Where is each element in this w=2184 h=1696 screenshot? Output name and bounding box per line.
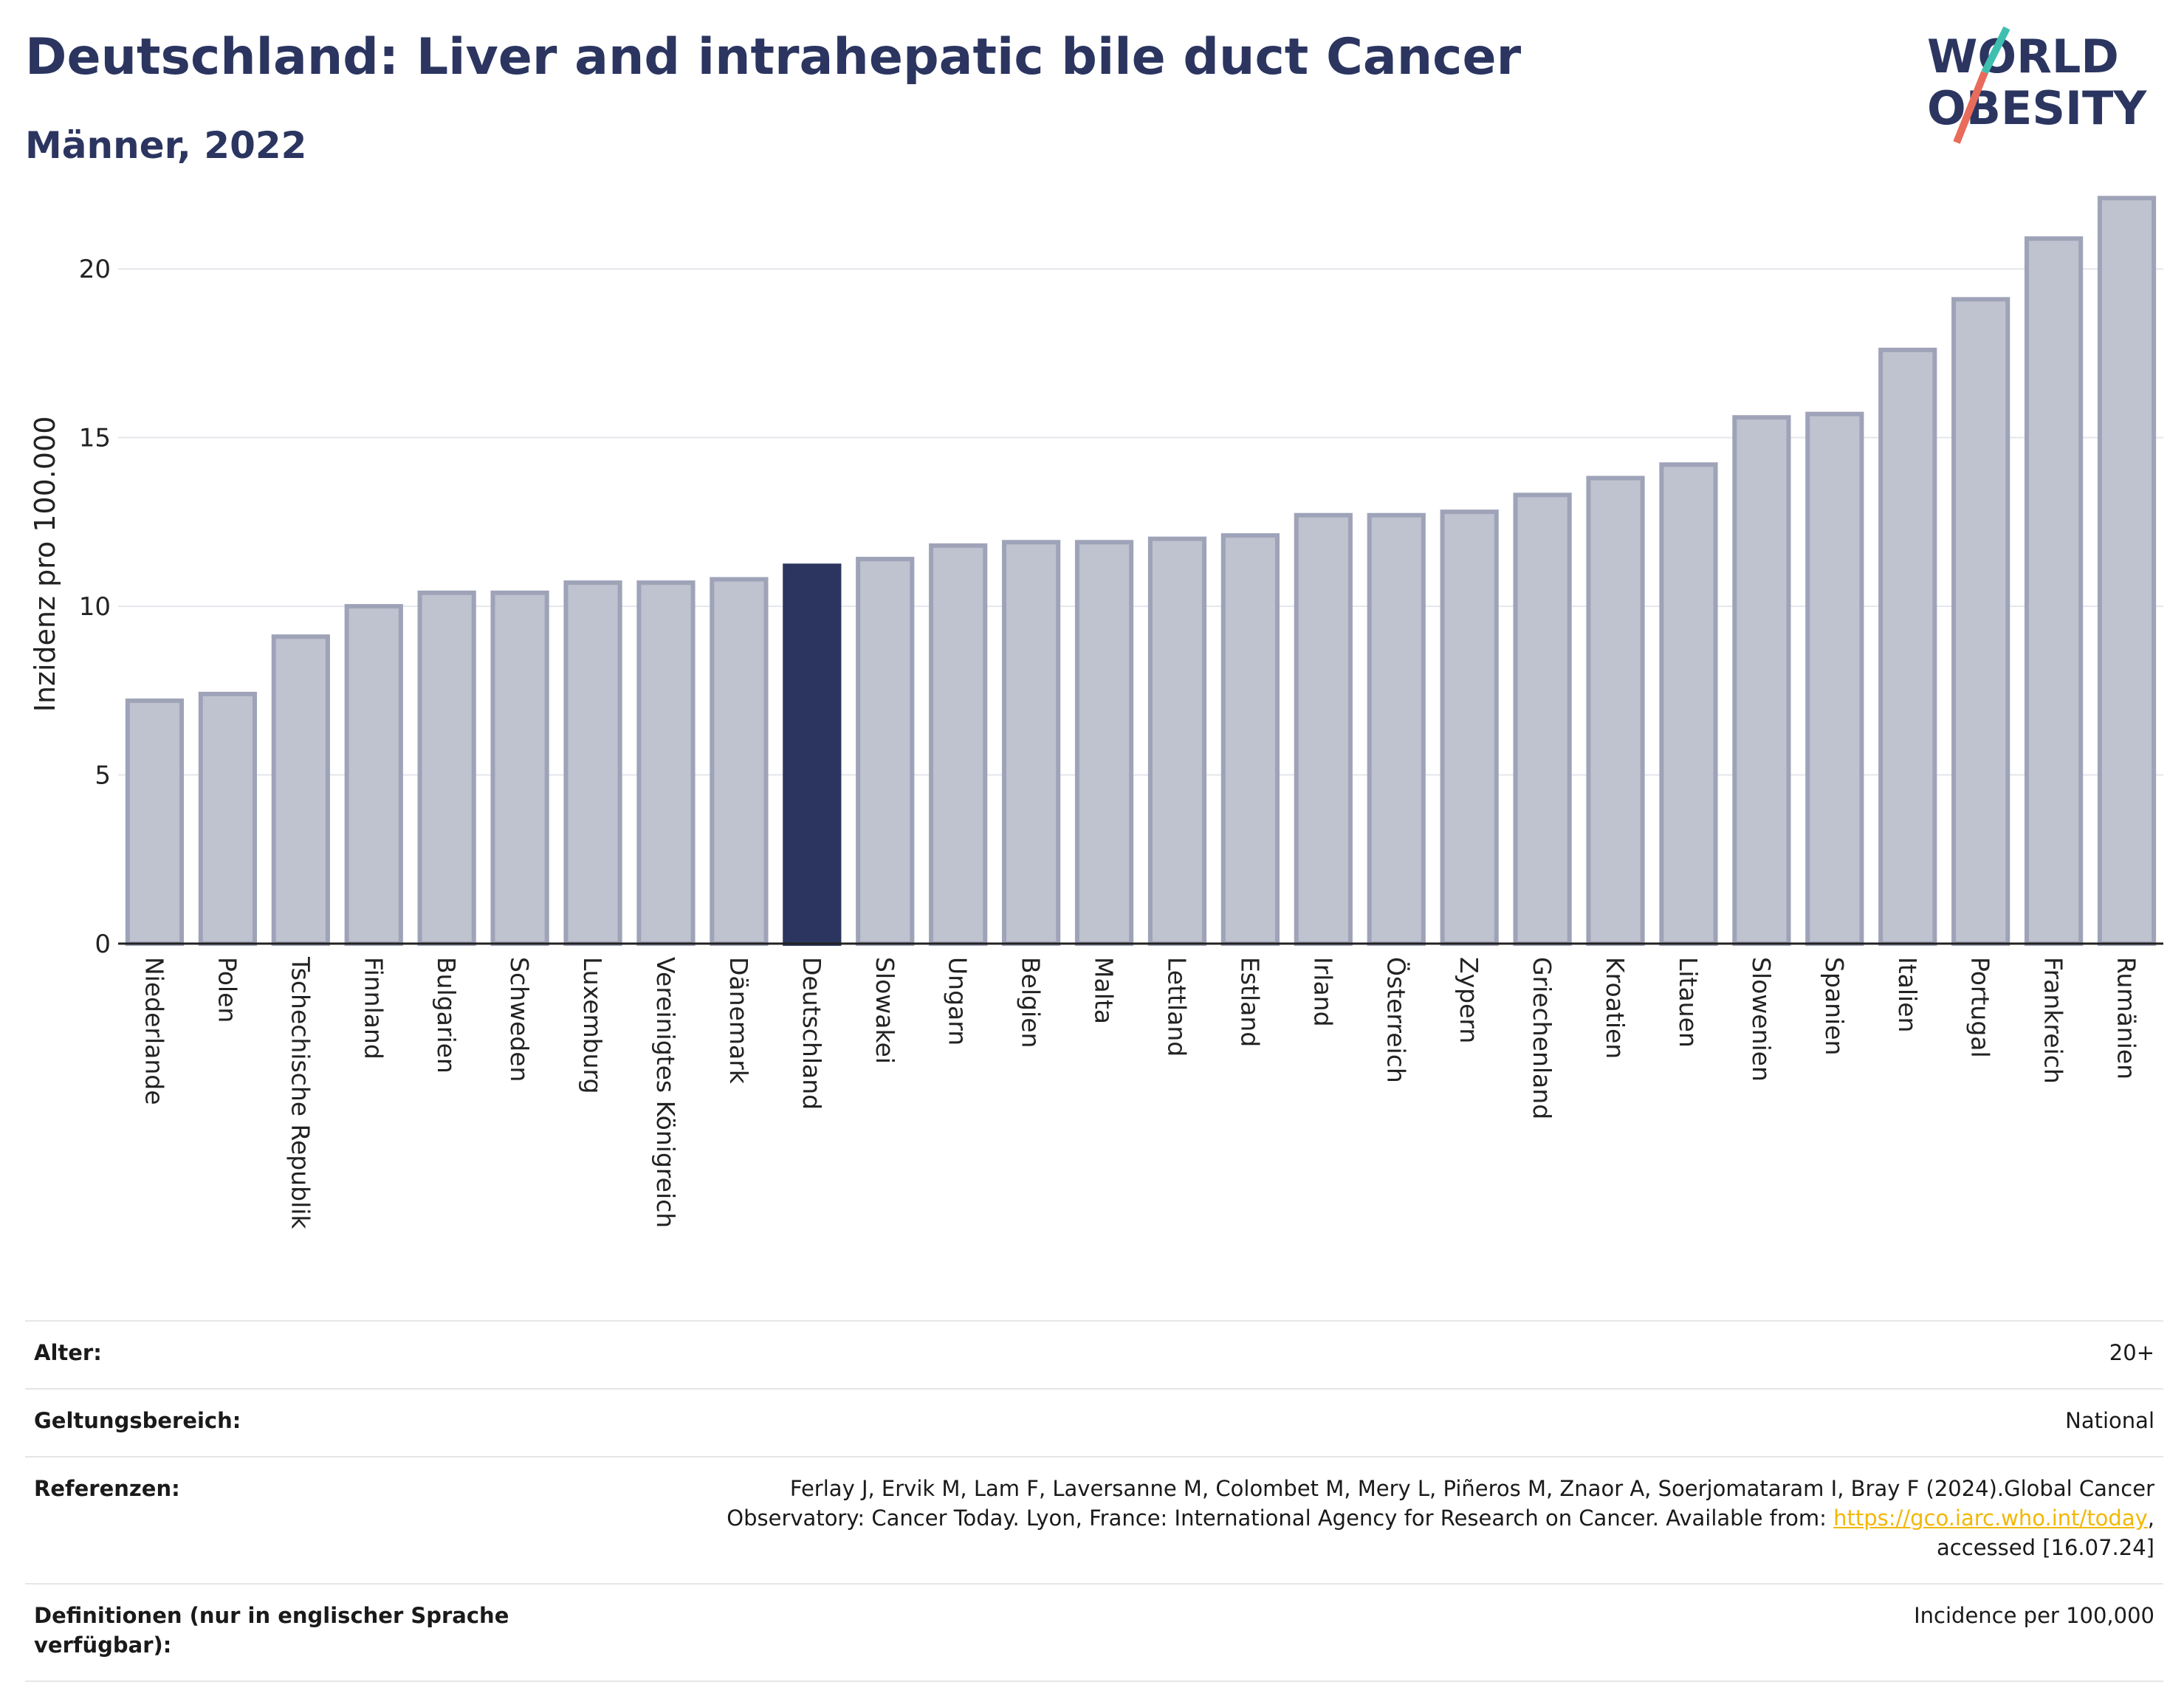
bar [1440,509,1499,946]
references-value: Ferlay J, Ervik M, Lam F, Laversanne M, … [574,1457,2163,1584]
x-tick-label: Estland [1235,957,1264,1047]
references-link[interactable]: https://gco.iarc.who.int/today [1833,1506,2148,1531]
bar [490,590,549,947]
y-tick-label: 20 [79,255,111,284]
y-axis-label: Inzidenz pro 100.000 [29,416,61,713]
logo-line1: WORLD [1927,30,2119,83]
x-tick-label: Italien [1893,957,1922,1032]
bar-highlight [783,563,842,946]
x-tick-label: Zypern [1455,957,1483,1043]
x-tick-label: Ungarn [944,957,972,1046]
age-label: Alter: [34,1340,102,1365]
references-line2-end: , [2147,1506,2154,1531]
bar [1805,411,1864,946]
x-tick-label: Malta [1090,957,1119,1024]
bar [1367,512,1426,946]
bar [1002,540,1061,946]
x-tick-label: Schweden [505,957,534,1082]
x-tick-label: Luxemburg [578,957,607,1094]
bar [1732,415,1791,946]
bar [344,604,403,946]
bar [1147,536,1207,946]
page-title: Deutschland: Liver and intrahepatic bile… [25,28,1522,86]
page-subtitle: Männer, 2022 [25,124,307,167]
bar [2097,196,2157,946]
x-tick-label: Frankreich [2039,957,2068,1084]
x-tick-label: Bulgarien [432,957,461,1074]
references-label: Referenzen: [34,1476,180,1501]
bar-chart: 0 5 10 15 20 Inzidenz pro 100.000 Niederlande P… [29,196,2163,1229]
bar [1220,533,1280,947]
x-tick-label: Kroatien [1601,957,1630,1059]
bar [1074,540,1134,946]
bar [929,543,988,947]
bar [125,698,185,946]
world-obesity-logo: WORLD OBESITY [1927,26,2147,144]
info-row-age: Alter: 20+ [25,1321,2163,1389]
bar [271,634,330,947]
logo-slash-red [1953,71,1988,144]
bar [1659,462,1718,946]
info-row-scope: Geltungsbereich: National [25,1389,2163,1457]
age-value: 20+ [2109,1340,2154,1365]
bar [1513,492,1572,946]
x-tick-label: Tschechische Republik [286,956,315,1229]
bar [2025,236,2084,946]
x-tick-label: Polen [213,957,241,1023]
x-tick-label: Dänemark [724,957,753,1085]
bar [1294,512,1353,946]
x-tick-label: Niederlande [140,957,168,1105]
bar [417,590,476,947]
x-tick-label: Rumänien [2112,957,2141,1079]
logo-slash-teal [1981,26,2010,75]
y-tick-label: 10 [79,592,111,622]
x-tick-label: Irland [1308,957,1337,1027]
x-tick-label: Österreich [1381,957,1411,1083]
bar [710,577,769,946]
references-line2: Observatory: Cancer Today. Lyon, France:… [727,1506,1834,1531]
info-table: Alter: 20+ Geltungsbereich: National Ref… [25,1320,2163,1682]
y-tick-label: 5 [95,761,111,791]
x-tick-label: Finnland [359,957,388,1060]
y-tick-label: 0 [95,930,111,959]
bar [1878,347,1937,946]
scope-label: Geltungsbereich: [34,1408,241,1433]
references-line3: accessed [16.07.24] [1937,1535,2154,1560]
x-tick-label: Litauen [1674,957,1703,1048]
bar [856,557,915,946]
scope-value: National [2065,1408,2154,1433]
info-row-definitions: Definitionen (nur in englischer Sprache … [25,1584,2163,1681]
bar [1951,297,2010,946]
definitions-value: Incidence per 100,000 [1914,1603,2154,1628]
y-tick-label: 15 [79,424,111,453]
x-tick-label: Spanien [1820,957,1849,1055]
info-row-references: Referenzen: Ferlay J, Ervik M, Lam F, La… [25,1457,2163,1584]
x-tick-label: Portugal [1966,957,1995,1058]
bar [198,691,257,946]
x-tick-label: Lettland [1162,957,1191,1057]
x-tick-label: Deutschland [797,957,826,1110]
bar [563,580,622,947]
x-tick-label: Slowenien [1747,957,1776,1082]
x-tick-label: Vereinigtes Königreich [651,957,680,1228]
x-tick-label: Slowakei [870,957,899,1064]
definitions-label: Definitionen (nur in englischer Sprache … [34,1603,509,1658]
references-line1: Ferlay J, Ervik M, Lam F, Laversanne M, … [789,1476,2154,1501]
x-tick-label: Belgien [1017,957,1045,1048]
x-tick-label: Griechenland [1528,957,1556,1119]
bar [1586,476,1645,946]
bar [636,580,696,947]
